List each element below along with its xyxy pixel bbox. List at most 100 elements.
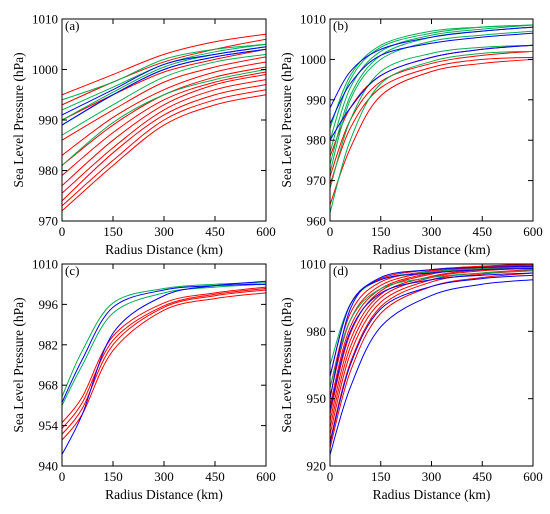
x-axis-title: Radius Distance (km) xyxy=(105,487,223,502)
x-tick-label: 150 xyxy=(371,224,391,239)
y-tick-label: 980 xyxy=(39,163,59,178)
series-line xyxy=(330,272,533,449)
panel-label: (b) xyxy=(333,18,348,33)
y-tick-label: 1000 xyxy=(32,62,58,77)
series-line xyxy=(330,50,533,214)
chart-panel-d: 0 150 300 450 600 920 950 980 1010 Radius Distanc… xyxy=(279,257,543,503)
series-line xyxy=(62,48,266,126)
series-line xyxy=(62,283,266,406)
series-line xyxy=(330,269,533,435)
y-tick-label: 970 xyxy=(39,214,59,229)
series-line xyxy=(62,292,266,441)
y-tick-label: 970 xyxy=(307,173,327,188)
plot-frame xyxy=(329,263,534,467)
x-tick-label: 0 xyxy=(59,469,66,484)
series-line xyxy=(62,94,266,212)
y-tick-label: 950 xyxy=(307,391,327,406)
series-line xyxy=(330,24,533,141)
x-axis-title: Radius Distance (km) xyxy=(105,242,223,257)
y-tick-label: 990 xyxy=(39,113,59,128)
chart-panel-b: 0 150 300 450 600 960 970 980 990 1000 1010 Radius … xyxy=(279,12,543,258)
series-line xyxy=(62,56,266,141)
x-tick-label: 300 xyxy=(422,224,442,239)
x-axis-title: Radius Distance (km) xyxy=(373,242,491,257)
series-line xyxy=(62,69,266,166)
panel-label: (d) xyxy=(333,263,348,278)
x-tick-label: 450 xyxy=(205,224,225,239)
x-tick-label: 300 xyxy=(154,224,174,239)
series-group xyxy=(62,280,266,455)
y-tick-label: 980 xyxy=(307,324,327,339)
plot-frame xyxy=(61,263,267,467)
x-tick-label: 0 xyxy=(59,224,66,239)
series-line xyxy=(62,286,266,424)
x-axis-title: Radius Distance (km) xyxy=(373,487,491,502)
y-axis-title: Sea Level Pressure (hPa) xyxy=(11,297,26,432)
series-line xyxy=(330,265,533,406)
y-axis-title: Sea Level Pressure (hPa) xyxy=(279,297,294,432)
y-tick-label: 968 xyxy=(39,378,59,393)
series-line xyxy=(330,44,533,141)
series-line xyxy=(330,264,533,388)
series-line xyxy=(62,43,266,101)
series-line xyxy=(330,279,533,455)
x-tick-label: 450 xyxy=(205,469,225,484)
y-tick-label: 1010 xyxy=(32,257,58,272)
y-tick-label: 1010 xyxy=(32,12,58,27)
series-line xyxy=(62,283,266,403)
x-tick-label: 150 xyxy=(371,469,391,484)
series-line xyxy=(62,289,266,435)
x-tick-label: 300 xyxy=(154,469,174,484)
series-line xyxy=(62,74,266,187)
panel-label: (a) xyxy=(65,18,79,33)
series-line xyxy=(330,24,533,153)
x-tick-label: 0 xyxy=(327,469,334,484)
y-tick-label: 954 xyxy=(39,418,59,433)
series-line xyxy=(330,56,533,185)
y-tick-label: 940 xyxy=(39,459,59,474)
series-line xyxy=(330,32,533,125)
series-line xyxy=(330,274,533,444)
y-tick-label: 982 xyxy=(39,337,59,352)
x-tick-label: 600 xyxy=(256,469,276,484)
series-line xyxy=(330,24,533,129)
y-tick-label: 996 xyxy=(39,297,59,312)
y-tick-label: 980 xyxy=(307,133,327,148)
y-axis-title: Sea Level Pressure (hPa) xyxy=(11,52,26,187)
series-line xyxy=(62,61,266,156)
series-line xyxy=(62,282,266,397)
chart-panel-a: 0 150 300 450 600 970 980 990 1000 1010 Radius Dis… xyxy=(11,12,276,258)
series-line xyxy=(330,26,533,109)
x-tick-label: 0 xyxy=(327,224,334,239)
plot-frame xyxy=(329,18,534,222)
series-group xyxy=(62,33,266,212)
series-line xyxy=(62,84,266,202)
x-tick-label: 600 xyxy=(256,224,276,239)
series-line xyxy=(62,79,266,194)
series-line xyxy=(330,267,533,377)
series-line xyxy=(62,46,266,121)
series-line xyxy=(62,48,266,121)
y-tick-label: 1010 xyxy=(300,12,326,27)
panel-label: (c) xyxy=(65,263,79,278)
y-tick-label: 1000 xyxy=(300,52,326,67)
x-tick-label: 450 xyxy=(473,224,493,239)
y-tick-label: 960 xyxy=(307,214,327,229)
series-line xyxy=(330,272,533,411)
series-line xyxy=(330,44,533,189)
series-line xyxy=(62,48,266,126)
series-line xyxy=(62,89,266,207)
series-line xyxy=(62,33,266,96)
y-tick-label: 1010 xyxy=(300,257,326,272)
x-tick-label: 150 xyxy=(103,469,123,484)
y-tick-label: 990 xyxy=(307,92,327,107)
series-line xyxy=(330,264,533,377)
series-line xyxy=(330,267,533,428)
x-tick-label: 600 xyxy=(523,224,543,239)
series-line xyxy=(330,265,533,399)
y-axis-title: Sea Level Pressure (hPa) xyxy=(279,52,294,187)
series-line xyxy=(62,38,266,106)
x-tick-label: 600 xyxy=(523,469,543,484)
series-group xyxy=(330,24,533,214)
